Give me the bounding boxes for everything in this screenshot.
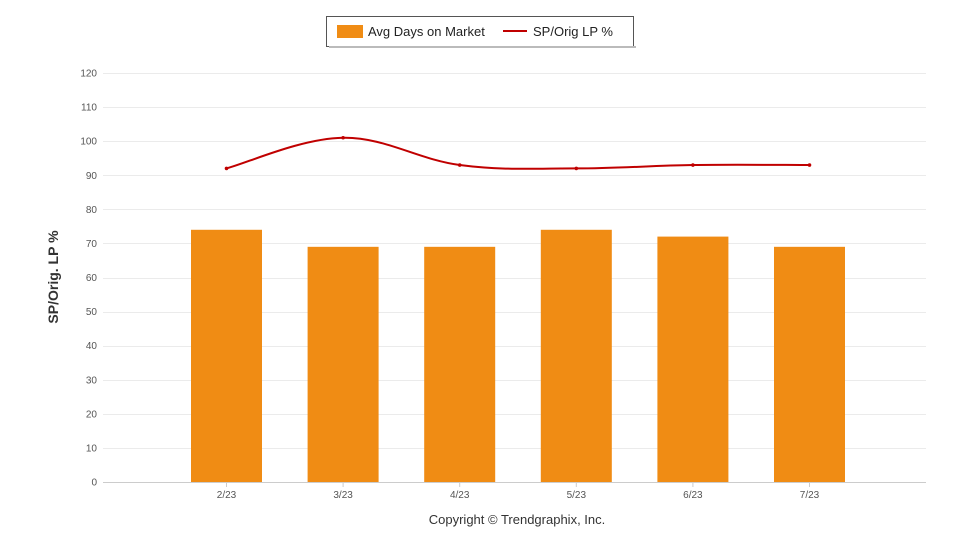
x-tick-label: 3/23 [333,490,353,501]
line-point [341,135,345,140]
y-tick-label: 110 [81,103,97,114]
y-tick-label: 20 [86,409,98,420]
x-tick-label: 6/23 [683,490,703,501]
y-tick-label: 40 [86,341,98,352]
y-tick-label: 80 [86,205,98,216]
legend-label-bar: Avg Days on Market [368,24,485,39]
line-point [807,163,812,167]
x-axis: 2/23 3/23 4/23 5/23 6/23 7/23 [217,482,820,501]
legend-swatch-bar [337,25,363,38]
copyright-text: Copyright © Trendgraphix, Inc. [429,512,606,527]
x-tick-label: 7/23 [800,490,820,501]
line-point [691,163,695,167]
bar [191,229,262,482]
y-tick-label: 120 [80,69,97,80]
bar [774,246,845,482]
y-tick-label: 50 [86,307,98,318]
legend-box [326,16,634,47]
y-tick-label: 10 [86,443,98,454]
legend-label-line: SP/Orig LP % [533,24,613,39]
y-tick-label: 90 [86,171,98,182]
y-tick-label: 0 [91,478,97,489]
x-tick-label: 5/23 [567,490,587,501]
y-tick-label: 100 [80,137,97,148]
line-point [574,166,579,171]
x-tick-label: 2/23 [217,490,237,501]
legend: Avg Days on Market SP/Orig LP % [326,16,636,48]
bar [540,229,612,482]
bar-series [191,229,845,482]
y-tick-label: 30 [86,375,98,386]
y-axis-label: SP/Orig. LP % [45,230,61,324]
bar [424,246,496,482]
x-tick-label: 4/23 [450,490,470,501]
y-axis: 0 10 20 30 40 50 60 70 80 90 100 110 120 [80,69,97,489]
legend-shadow [329,46,636,48]
y-tick-label: 60 [86,273,98,284]
bar [657,236,729,482]
line-series [224,135,812,171]
line-point [224,166,229,171]
line-point [457,163,462,167]
y-tick-label: 70 [86,239,98,250]
bar [307,246,379,482]
line-path [226,136,810,170]
